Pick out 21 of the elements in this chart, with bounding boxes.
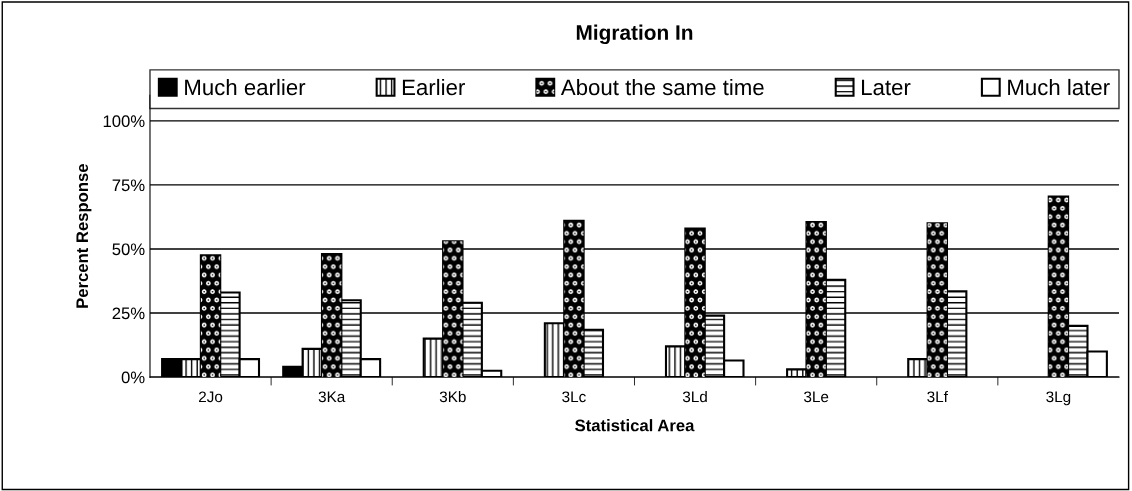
x-tick-label: 3Kb — [439, 390, 466, 403]
legend-label: Later — [862, 79, 911, 96]
x-tick-label: 3Lc — [562, 391, 586, 403]
legend-label: Much earlier — [185, 78, 306, 96]
legend-label: Much later — [1008, 78, 1110, 96]
y-tick-label: 0% — [121, 371, 145, 384]
x-tick-label: 3Lf — [927, 390, 948, 403]
legend-label: About the same time — [560, 78, 764, 96]
y-tick-label: 100% — [103, 115, 145, 128]
x-tick-label: 3Le — [804, 391, 829, 403]
x-tick-label: 2Jo — [199, 391, 223, 403]
chart-title: Migration In — [576, 24, 693, 45]
x-axis-title: Statistical Area — [575, 419, 695, 432]
legend-label: Earlier — [402, 78, 465, 96]
x-tick-label: 3Lg — [1046, 391, 1071, 406]
y-tick-label: 75% — [112, 179, 145, 192]
y-axis-title: Percent Response — [76, 164, 92, 308]
y-tick-label: 50% — [112, 243, 145, 256]
x-tick-label: 3Ld — [682, 390, 707, 403]
x-tick-label: 3Ka — [318, 391, 346, 403]
y-tick-label: 25% — [112, 307, 145, 320]
